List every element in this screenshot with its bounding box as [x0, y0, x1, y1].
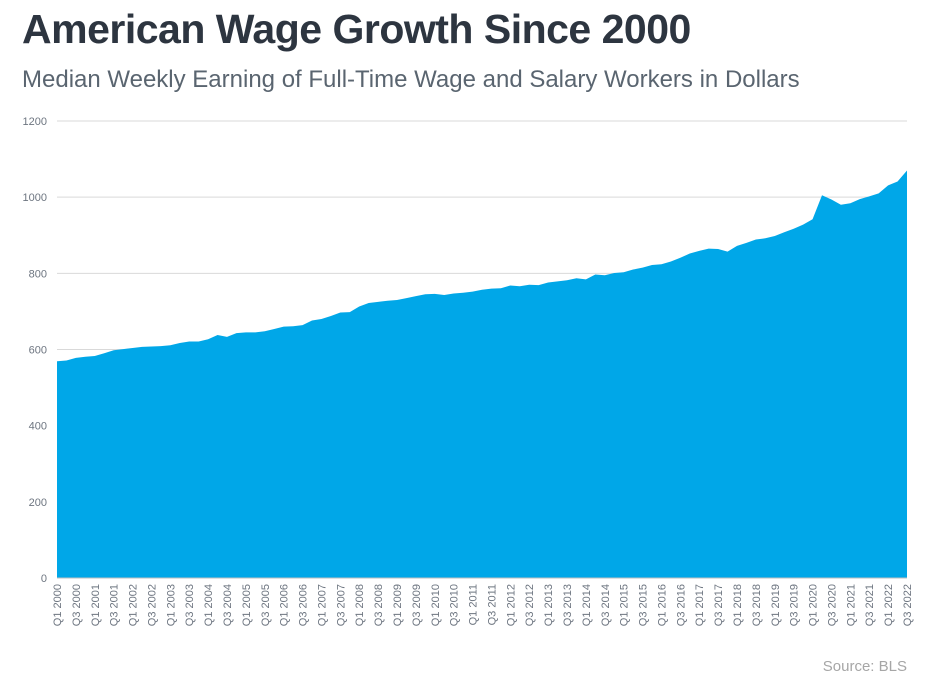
- y-tick-label: 1000: [23, 192, 47, 204]
- x-tick-label: Q1 2011: [468, 584, 480, 625]
- x-tick-label: Q3 2012: [524, 584, 536, 626]
- x-tick-label: Q1 2010: [430, 584, 442, 626]
- source-note: Source: BLS: [822, 658, 907, 675]
- x-tick-label: Q3 2008: [373, 584, 385, 626]
- x-tick-label: Q3 2019: [789, 584, 801, 626]
- x-tick-label: Q3 2006: [298, 584, 310, 626]
- x-tick-label: Q3 2013: [562, 584, 574, 626]
- x-tick-label: Q3 2003: [184, 584, 196, 626]
- chart-subtitle: Median Weekly Earning of Full-Time Wage …: [22, 66, 800, 93]
- x-tick-label: Q1 2006: [279, 584, 291, 626]
- x-tick-label: Q1 2007: [316, 584, 328, 626]
- x-axis-ticks: Q1 2000 Q3 2000 Q1 2001 Q3 2001 Q1 2002 Q3 20…: [52, 584, 914, 626]
- x-tick-label: Q3 2018: [751, 584, 763, 626]
- x-tick-label: Q3 2011: [486, 584, 498, 625]
- x-tick-label: Q3 2001: [109, 584, 121, 626]
- y-tick-label: 400: [29, 421, 47, 433]
- x-tick-label: Q3 2007: [335, 584, 347, 626]
- x-tick-label: Q1 2015: [619, 584, 631, 626]
- x-tick-label: Q3 2004: [222, 584, 234, 626]
- x-tick-label: Q1 2017: [694, 584, 706, 626]
- x-tick-label: Q3 2010: [449, 584, 461, 626]
- y-tick-label: 1200: [23, 116, 47, 128]
- x-tick-label: Q1 2005: [241, 584, 253, 626]
- x-tick-label: Q1 2022: [883, 584, 895, 626]
- x-tick-label: Q3 2009: [411, 584, 423, 626]
- x-tick-label: Q1 2021: [845, 584, 857, 626]
- x-tick-label: Q1 2018: [732, 584, 744, 626]
- area-series: [57, 170, 907, 578]
- y-tick-label: 800: [29, 268, 47, 280]
- x-tick-label: Q1 2002: [128, 584, 140, 626]
- x-tick-label: Q3 2002: [146, 584, 158, 626]
- x-tick-label: Q1 2016: [656, 584, 668, 626]
- area-fill: [57, 170, 907, 578]
- x-tick-label: Q1 2008: [354, 584, 366, 626]
- x-tick-label: Q1 2020: [808, 584, 820, 626]
- x-tick-label: Q1 2009: [392, 584, 404, 626]
- x-tick-label: Q1 2014: [581, 584, 593, 626]
- x-tick-label: Q1 2019: [770, 584, 782, 626]
- x-tick-label: Q1 2004: [203, 584, 215, 626]
- x-tick-label: Q3 2020: [826, 584, 838, 626]
- x-tick-label: Q1 2003: [165, 584, 177, 626]
- x-tick-label: Q1 2000: [52, 584, 64, 626]
- x-tick-label: Q3 2005: [260, 584, 272, 626]
- x-tick-label: Q3 2000: [71, 584, 83, 626]
- x-tick-label: Q3 2016: [675, 584, 687, 626]
- x-tick-label: Q1 2013: [543, 584, 555, 626]
- y-tick-label: 0: [41, 573, 47, 585]
- y-tick-label: 600: [29, 345, 47, 357]
- x-tick-label: Q1 2012: [505, 584, 517, 626]
- x-tick-label: Q1 2001: [90, 584, 102, 626]
- x-tick-label: Q3 2014: [600, 584, 612, 626]
- x-tick-label: Q3 2015: [638, 584, 650, 626]
- x-tick-label: Q3 2021: [864, 584, 876, 626]
- y-axis-ticks: 0 200 400 600 800 1000 1200: [23, 116, 47, 585]
- y-tick-label: 200: [29, 497, 47, 509]
- chart-title: American Wage Growth Since 2000: [22, 6, 691, 52]
- x-tick-label: Q3 2022: [902, 584, 914, 626]
- x-tick-label: Q3 2017: [713, 584, 725, 626]
